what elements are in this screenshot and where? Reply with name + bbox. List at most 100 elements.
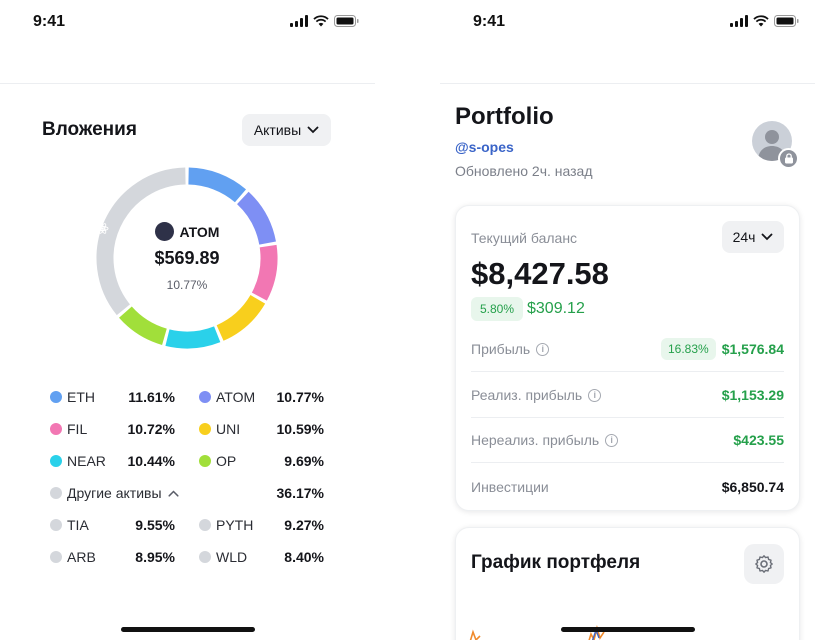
allocation-legend: ETH 11.61% ATOM 10.77% FIL 10.72% UNI 10… [50, 381, 324, 573]
balance-label: Текущий баланс [471, 230, 578, 246]
legend-item-fil[interactable]: FIL 10.72% [50, 421, 175, 437]
donut-segment-другие-активы[interactable] [96, 167, 186, 316]
portfolio-chart-card: График портфеля [455, 527, 800, 640]
legend-item-op[interactable]: OP 9.69% [199, 453, 324, 469]
chart-settings-button[interactable] [744, 544, 784, 584]
status-bar: 9:41 [0, 0, 375, 44]
legend-dot [50, 551, 62, 563]
legend-dot [50, 455, 62, 467]
last-updated-text: Обновлено 2ч. назад [455, 163, 593, 179]
donut-center: ATOM $569.89 10.77% [96, 167, 278, 349]
legend-item-wld[interactable]: WLD 8.40% [199, 549, 324, 565]
legend-row: ETH 11.61% ATOM 10.77% [50, 381, 324, 413]
legend-asset-percent: 11.61% [128, 389, 175, 405]
donut-segment-near[interactable] [165, 326, 221, 349]
wifi-icon [753, 15, 769, 27]
signal-icon [730, 15, 748, 27]
status-time: 9:41 [473, 13, 506, 30]
lock-icon [778, 148, 799, 169]
legend-row-others: Другие активы 36.17% [50, 477, 324, 509]
nav-header [440, 44, 815, 84]
legend-item-pyth[interactable]: PYTH 9.27% [199, 517, 324, 533]
user-handle-link[interactable]: @s-opes [455, 139, 514, 155]
metric-label: Реализ. прибыль i [471, 387, 602, 403]
selected-asset-value: $569.89 [154, 248, 220, 268]
period-dropdown[interactable]: 24ч [722, 221, 784, 253]
profit-value: $1,576.84 [721, 341, 784, 357]
legend-asset-percent: 9.69% [284, 453, 324, 469]
legend-item-arb[interactable]: ARB 8.95% [50, 549, 175, 565]
legend-row: ARB 8.95% WLD 8.40% [50, 541, 324, 573]
legend-asset-percent: 10.59% [276, 421, 324, 437]
metric-row-profit: Прибыль i 16.83% $1,576.84 [471, 327, 784, 372]
legend-asset-percent: 9.27% [284, 517, 324, 533]
asset-filter-dropdown[interactable]: Активы [242, 114, 331, 146]
legend-item-uni[interactable]: UNI 10.59% [199, 421, 324, 437]
others-toggle[interactable]: Другие активы 36.17% [50, 485, 324, 501]
legend-asset-percent: 10.72% [127, 421, 175, 437]
legend-item-tia[interactable]: TIA 9.55% [50, 517, 175, 533]
legend-item-eth[interactable]: ETH 11.61% [50, 389, 175, 405]
profit-percent-badge: 16.83% [661, 338, 716, 360]
legend-asset-percent: 9.55% [135, 517, 175, 533]
allocation-donut-chart[interactable]: ATOM $569.89 10.77% [96, 167, 278, 349]
legend-asset-name: UNI [216, 421, 241, 437]
info-icon[interactable]: i [536, 342, 550, 356]
legend-asset-percent: 8.95% [135, 549, 175, 565]
metric-row-realized: Реализ. прибыль i $1,153.29 [471, 373, 784, 418]
legend-asset-percent: 8.40% [284, 549, 324, 565]
info-icon[interactable]: i [605, 433, 619, 447]
donut-segment-fil[interactable] [251, 244, 278, 301]
home-indicator[interactable] [120, 627, 255, 632]
donut-segment-op[interactable] [119, 306, 168, 345]
metric-label-text: Прибыль [471, 341, 531, 357]
balance-change-value: $309.12 [527, 300, 585, 317]
status-icons [730, 15, 799, 27]
unrealized-profit-value: $423.55 [733, 432, 784, 448]
legend-asset-name: WLD [216, 549, 248, 565]
investments-screen: 9:41 Вложения Активы ATOM $569.89 10.77% [0, 0, 375, 640]
legend-dot [50, 423, 62, 435]
legend-dot [50, 487, 62, 499]
legend-asset-name: ATOM [216, 389, 256, 405]
legend-dot [50, 519, 62, 531]
donut-segment-uni[interactable] [216, 294, 266, 341]
legend-asset-percent: 10.44% [127, 453, 175, 469]
legend-dot [199, 423, 211, 435]
legend-asset-name: NEAR [67, 453, 106, 469]
legend-item-atom[interactable]: ATOM 10.77% [199, 389, 324, 405]
gear-icon [755, 555, 773, 573]
donut-svg [96, 167, 278, 349]
legend-asset-name: FIL [67, 421, 88, 437]
chevron-down-icon [307, 126, 319, 134]
period-label: 24ч [732, 229, 756, 245]
legend-asset-name: PYTH [216, 517, 254, 533]
others-percent: 36.17% [276, 485, 324, 501]
status-time: 9:41 [33, 13, 66, 30]
home-indicator[interactable] [560, 627, 695, 632]
nav-header [0, 44, 375, 84]
donut-segment-eth[interactable] [188, 167, 247, 203]
selected-asset-percent: 10.77% [166, 278, 208, 292]
metric-row-invested: Инвестиции $6,850.74 [471, 464, 784, 509]
page-title: Portfolio [455, 103, 554, 130]
legend-row: TIA 9.55% PYTH 9.27% [50, 509, 324, 541]
legend-asset-name: TIA [67, 517, 89, 533]
asset-filter-label: Активы [253, 122, 302, 138]
legend-dot [199, 391, 211, 403]
legend-dot [199, 519, 211, 531]
battery-icon [334, 15, 359, 27]
selected-asset: ATOM [96, 222, 278, 241]
metric-label: Нереализ. прибыль i [471, 432, 619, 448]
metric-label-text: Нереализ. прибыль [471, 432, 600, 448]
chart-card-title: График портфеля [471, 552, 641, 573]
legend-asset-name: ARB [67, 549, 96, 565]
donut-segment-atom[interactable] [236, 191, 276, 245]
legend-row: NEAR 10.44% OP 9.69% [50, 445, 324, 477]
atom-logo-icon [96, 222, 174, 241]
status-bar: 9:41 [440, 0, 815, 44]
legend-asset-percent: 10.77% [276, 389, 324, 405]
info-icon[interactable]: i [588, 388, 602, 402]
legend-item-near[interactable]: NEAR 10.44% [50, 453, 175, 469]
selected-asset-name: ATOM [179, 223, 220, 240]
